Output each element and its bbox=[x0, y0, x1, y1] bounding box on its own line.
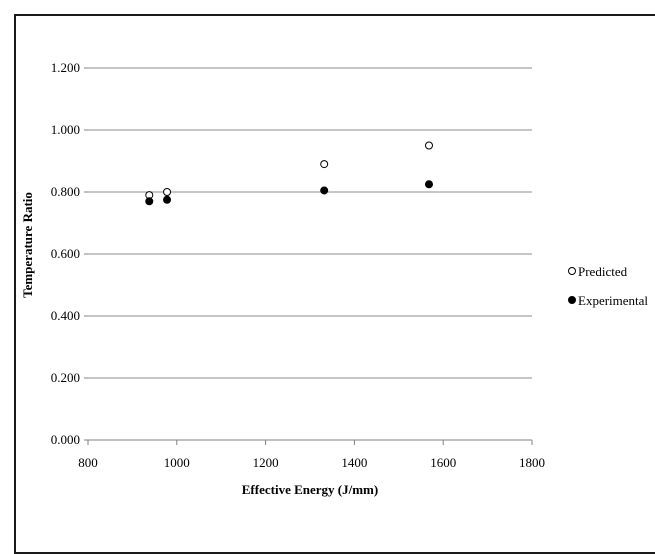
legend-label-experimental: Experimental bbox=[578, 293, 648, 308]
y-tick-label: 0.600 bbox=[51, 246, 80, 261]
y-tick-label: 0.400 bbox=[51, 308, 80, 323]
gridlines bbox=[88, 67, 532, 379]
legend-label-predicted: Predicted bbox=[578, 264, 628, 279]
x-tick-labels: 800 1000 1200 1400 1600 1800 bbox=[78, 440, 545, 470]
x-tick-label: 1600 bbox=[430, 455, 456, 470]
experimental-point bbox=[145, 197, 154, 206]
x-tick-label: 1400 bbox=[341, 455, 367, 470]
x-tick-label: 1800 bbox=[519, 455, 545, 470]
experimental-point bbox=[163, 195, 172, 204]
chart-frame bbox=[14, 14, 655, 554]
x-tick-label: 1200 bbox=[253, 455, 279, 470]
legend: Predicted Experimental bbox=[568, 264, 648, 308]
x-axis-title: Effective Energy (J/mm) bbox=[242, 482, 378, 497]
experimental-point bbox=[424, 180, 433, 189]
legend-marker-experimental bbox=[568, 296, 576, 304]
data-points bbox=[145, 141, 433, 206]
y-tick-labels: 0.000 0.200 0.400 0.600 0.800 1.000 1.200 bbox=[51, 60, 88, 447]
legend-marker-predicted bbox=[568, 267, 576, 275]
experimental-point bbox=[320, 186, 329, 195]
y-tick-label: 0.800 bbox=[51, 184, 80, 199]
predicted-point bbox=[424, 141, 433, 150]
x-tick-label: 1000 bbox=[164, 455, 190, 470]
y-tick-label: 1.200 bbox=[51, 60, 80, 75]
y-tick-label: 0.000 bbox=[51, 432, 80, 447]
x-tick-label: 800 bbox=[78, 455, 98, 470]
y-tick-label: 0.200 bbox=[51, 370, 80, 385]
y-tick-label: 1.000 bbox=[51, 122, 80, 137]
predicted-point bbox=[163, 188, 172, 196]
predicted-point bbox=[320, 160, 329, 169]
y-axis-title: Temperature Ratio bbox=[20, 192, 35, 298]
